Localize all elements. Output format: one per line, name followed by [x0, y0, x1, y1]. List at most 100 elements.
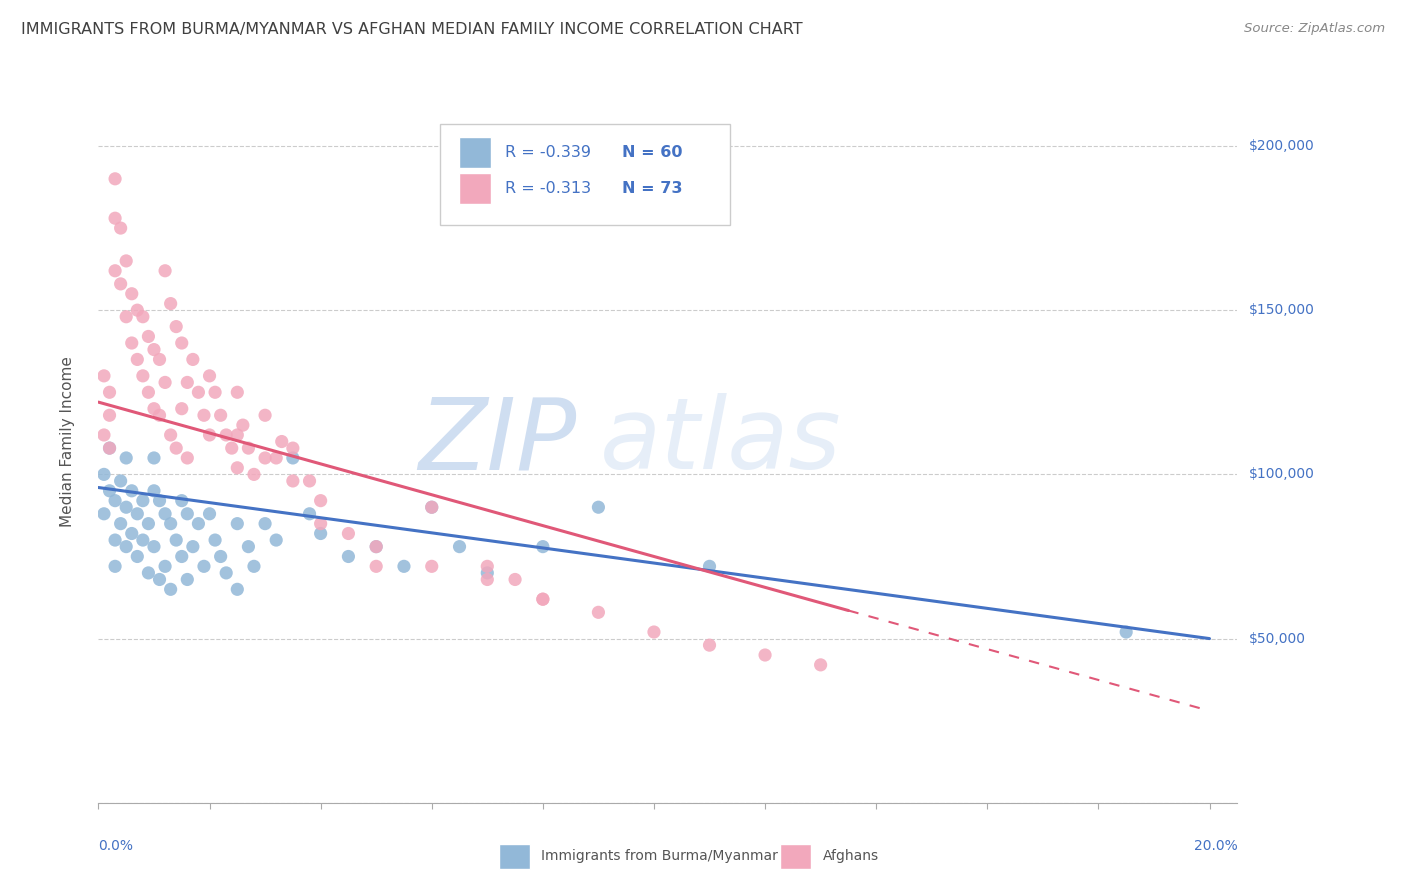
Point [588, 605, 610, 619]
Point [477, 559, 499, 574]
Point [153, 376, 176, 390]
Text: atlas: atlas [599, 393, 841, 490]
Point [148, 409, 170, 423]
Point [104, 493, 127, 508]
Point [226, 460, 249, 475]
Point [176, 450, 198, 465]
Point [104, 264, 127, 278]
Point [138, 516, 160, 531]
Point [127, 507, 149, 521]
Point [699, 559, 721, 574]
Point [810, 657, 832, 672]
Point [110, 474, 132, 488]
Point [115, 500, 138, 515]
Point [115, 253, 138, 268]
Point [143, 401, 166, 416]
Point [226, 582, 249, 597]
Bar [460, 173, 491, 204]
Text: R = -0.313: R = -0.313 [505, 181, 591, 196]
Point [148, 352, 170, 367]
Point [132, 533, 155, 547]
Point [643, 625, 665, 640]
Point [215, 428, 238, 442]
Point [143, 540, 166, 554]
Point [143, 343, 166, 357]
Point [98, 441, 121, 455]
Point [143, 450, 166, 465]
Point [531, 540, 554, 554]
Point [132, 493, 155, 508]
Point [165, 441, 187, 455]
Point [198, 507, 221, 521]
Point [204, 533, 226, 547]
Point [264, 450, 287, 465]
Text: $100,000: $100,000 [1249, 467, 1315, 482]
Text: $150,000: $150,000 [1249, 303, 1315, 318]
Point [181, 540, 204, 554]
Point [226, 516, 249, 531]
Point [176, 376, 198, 390]
Point [98, 483, 121, 498]
Point [193, 409, 215, 423]
Point [281, 474, 304, 488]
Point [238, 540, 260, 554]
Point [138, 329, 160, 343]
Point [204, 385, 226, 400]
Point [98, 385, 121, 400]
Point [181, 352, 204, 367]
Point [143, 483, 166, 498]
Point [232, 418, 254, 433]
Point [127, 549, 149, 564]
Point [531, 592, 554, 607]
Point [121, 286, 143, 301]
Point [254, 409, 277, 423]
Point [298, 474, 321, 488]
Point [243, 559, 266, 574]
Point [159, 516, 181, 531]
Point [531, 592, 554, 607]
Point [264, 533, 287, 547]
Point [121, 336, 143, 351]
Point [243, 467, 266, 482]
Point [198, 428, 221, 442]
Point [93, 428, 115, 442]
Text: ZIP: ZIP [419, 393, 576, 490]
Point [477, 566, 499, 580]
Point [127, 352, 149, 367]
Point [193, 559, 215, 574]
Point [254, 450, 277, 465]
Point [153, 507, 176, 521]
Point [127, 303, 149, 318]
Point [104, 533, 127, 547]
Bar [460, 137, 491, 168]
Point [159, 428, 181, 442]
Point [198, 368, 221, 383]
Point [221, 441, 243, 455]
Point [170, 336, 193, 351]
Point [153, 559, 176, 574]
Point [366, 540, 388, 554]
Point [215, 566, 238, 580]
Point [98, 441, 121, 455]
Point [209, 549, 232, 564]
Point [153, 264, 176, 278]
Text: IMMIGRANTS FROM BURMA/MYANMAR VS AFGHAN MEDIAN FAMILY INCOME CORRELATION CHART: IMMIGRANTS FROM BURMA/MYANMAR VS AFGHAN … [21, 22, 803, 37]
Point [281, 450, 304, 465]
Point [298, 507, 321, 521]
Point [187, 516, 209, 531]
Point [449, 540, 471, 554]
Point [270, 434, 292, 449]
Point [170, 493, 193, 508]
Point [420, 500, 443, 515]
Point [420, 500, 443, 515]
Text: R = -0.339: R = -0.339 [505, 145, 591, 160]
Text: Afghans: Afghans [823, 849, 879, 863]
Text: $50,000: $50,000 [1249, 632, 1305, 646]
Point [309, 526, 332, 541]
Point [1115, 625, 1137, 640]
Point [132, 368, 155, 383]
Point [159, 296, 181, 310]
Point [503, 573, 526, 587]
Point [309, 493, 332, 508]
Point [115, 450, 138, 465]
